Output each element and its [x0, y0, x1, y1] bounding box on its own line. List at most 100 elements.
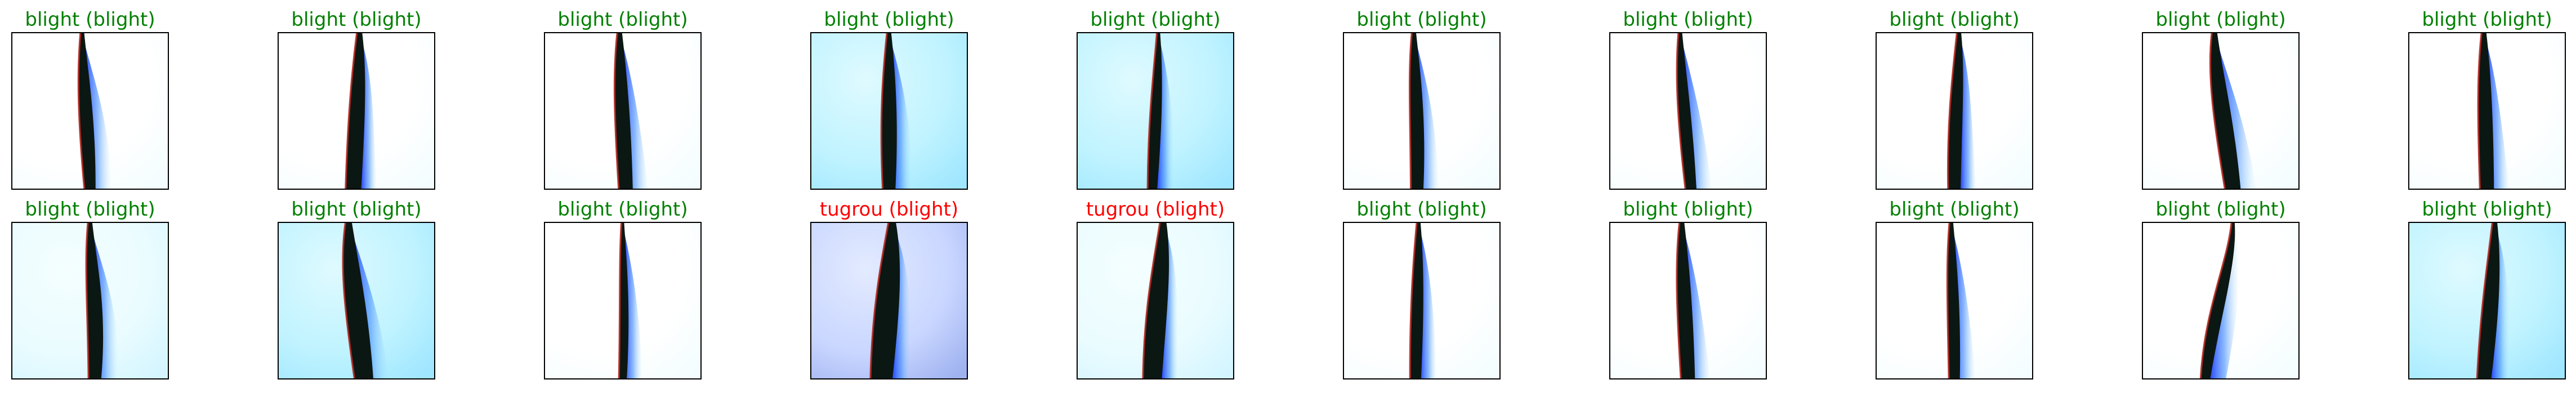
leaf-edge	[1142, 223, 1161, 378]
prediction-title: blight (blight)	[2422, 8, 2552, 31]
prediction-cell: tugrou (blight)	[1077, 197, 1234, 379]
prediction-title: blight (blight)	[824, 8, 954, 31]
leaf-blade	[345, 33, 365, 189]
leaf-shadow	[351, 230, 389, 378]
leaf-image-graphic	[811, 223, 967, 378]
prediction-title: blight (blight)	[25, 198, 155, 221]
prediction-cell: blight (blight)	[1343, 7, 1501, 190]
prediction-title: blight (blight)	[291, 198, 422, 221]
leaf-edge	[1676, 33, 1686, 189]
leaf-blade	[343, 223, 373, 378]
leaf-blade	[1947, 223, 1961, 378]
prediction-title: blight (blight)	[25, 8, 155, 31]
leaf-shadow	[624, 230, 642, 378]
leaf-image	[1876, 222, 2033, 379]
leaf-blade	[614, 33, 633, 189]
leaf-shadow	[361, 41, 377, 189]
leaf-image	[1609, 222, 1767, 379]
leaf-image-graphic	[12, 223, 168, 378]
prediction-title: blight (blight)	[557, 8, 688, 31]
leaf-blade	[1143, 223, 1169, 378]
prediction-title: blight (blight)	[1889, 198, 2020, 221]
leaf-image-graphic	[1344, 223, 1499, 378]
leaf-edge	[1408, 33, 1413, 189]
leaf-image-graphic	[1078, 223, 1233, 378]
leaf-shadow	[2217, 41, 2256, 189]
leaf-edge	[77, 33, 86, 189]
leaf-edge	[880, 33, 888, 189]
leaf-shadow	[84, 41, 111, 189]
leaf-edge	[1676, 223, 1682, 378]
prediction-title: blight (blight)	[1623, 8, 1753, 31]
leaf-blade	[86, 223, 104, 378]
prediction-cell: blight (blight)	[2142, 197, 2300, 379]
leaf-edge	[613, 33, 620, 189]
leaf-shadow	[1420, 230, 1437, 378]
leaf-image	[278, 32, 435, 190]
leaf-blade	[1948, 33, 1963, 189]
prediction-cell: blight (blight)	[2408, 7, 2566, 190]
prediction-title: blight (blight)	[2422, 198, 2552, 221]
prediction-cell: blight (blight)	[544, 7, 702, 190]
prediction-title: tugrou (blight)	[1086, 198, 1225, 221]
leaf-image	[544, 32, 702, 190]
prediction-title: blight (blight)	[1889, 8, 2020, 31]
leaf-image-graphic	[2409, 33, 2565, 189]
leaf-image-graphic	[1610, 223, 1766, 378]
prediction-cell: blight (blight)	[11, 197, 169, 379]
prediction-cell: blight (blight)	[810, 7, 968, 190]
leaf-image-graphic	[12, 33, 168, 189]
leaf-edge	[618, 223, 623, 378]
prediction-cell: blight (blight)	[1876, 7, 2033, 190]
leaf-blade	[2210, 33, 2241, 189]
leaf-image-graphic	[545, 223, 700, 378]
leaf-blade	[1148, 33, 1162, 189]
leaf-image-graphic	[1877, 223, 2032, 378]
leaf-edge	[1946, 33, 1958, 189]
leaf-edge	[2476, 223, 2494, 378]
leaf-edge	[345, 33, 358, 189]
leaf-blade	[881, 33, 897, 189]
leaf-edge	[1146, 33, 1158, 189]
leaf-image	[1876, 32, 2033, 190]
leaf-shadow	[1162, 230, 1178, 378]
leaf-blade	[78, 33, 96, 189]
leaf-blade	[1410, 223, 1423, 378]
leaf-image-graphic	[811, 33, 967, 189]
prediction-cell: blight (blight)	[1343, 197, 1501, 379]
prediction-title: blight (blight)	[1623, 198, 1753, 221]
leaf-shadow	[1953, 230, 1975, 378]
prediction-title: blight (blight)	[2155, 198, 2286, 221]
leaf-image	[2142, 222, 2300, 379]
leaf-edge	[342, 223, 356, 378]
leaf-image	[2408, 32, 2566, 190]
prediction-cell: blight (blight)	[2142, 7, 2300, 190]
leaf-image-graphic	[279, 33, 434, 189]
leaf-image	[810, 222, 968, 379]
prediction-cell: blight (blight)	[2408, 197, 2566, 379]
leaf-shadow	[1961, 41, 1976, 189]
prediction-cell: blight (blight)	[544, 197, 702, 379]
leaf-image	[1609, 32, 1767, 190]
leaf-shadow	[2491, 230, 2510, 378]
prediction-title: blight (blight)	[557, 198, 688, 221]
leaf-shadow	[1416, 41, 1439, 189]
leaf-image	[1077, 32, 1234, 190]
prediction-cell: blight (blight)	[1876, 197, 2033, 379]
prediction-title: blight (blight)	[2155, 8, 2286, 31]
leaf-shadow	[1684, 230, 1711, 378]
leaf-image	[2408, 222, 2566, 379]
prediction-cell: blight (blight)	[1609, 197, 1767, 379]
leaf-shadow	[892, 230, 910, 378]
leaf-image-graphic	[1610, 33, 1766, 189]
prediction-cell: tugrou (blight)	[810, 197, 968, 379]
leaf-image-graphic	[545, 33, 700, 189]
leaf-image-graphic	[1344, 33, 1499, 189]
leaf-edge	[869, 223, 890, 378]
leaf-image-graphic	[2143, 223, 2298, 378]
leaf-image	[1343, 32, 1501, 190]
leaf-image	[810, 32, 968, 190]
leaf-shadow	[1682, 41, 1712, 189]
leaf-edge	[2209, 33, 2226, 189]
